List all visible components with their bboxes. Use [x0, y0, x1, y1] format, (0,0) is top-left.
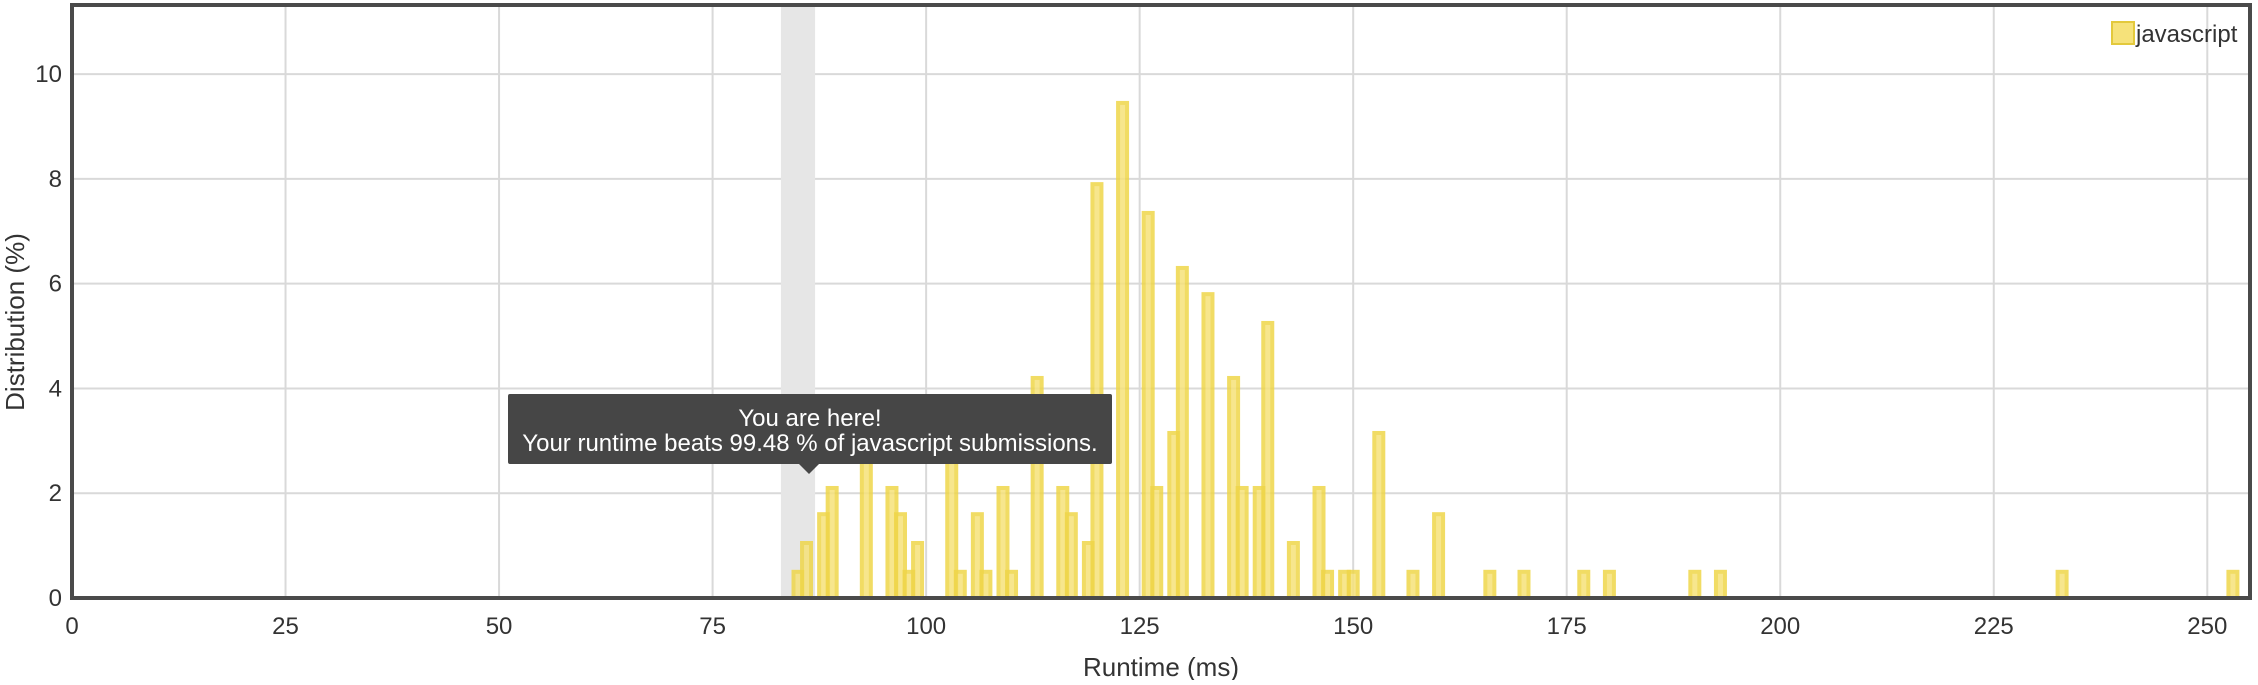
bar[interactable]: [1346, 569, 1360, 600]
bar[interactable]: [979, 569, 993, 600]
bar[interactable]: [825, 485, 839, 600]
plot-border: [70, 3, 2252, 600]
x-tick-label: 225: [1974, 613, 2014, 640]
bar[interactable]: [911, 540, 925, 600]
y-tick-label: 8: [49, 166, 62, 193]
x-tick-label: 200: [1760, 613, 1800, 640]
bar[interactable]: [1150, 485, 1164, 600]
bar[interactable]: [1235, 485, 1249, 600]
bar[interactable]: [1175, 265, 1189, 600]
bar[interactable]: [800, 540, 814, 600]
x-tick-label: 100: [906, 613, 946, 640]
bar[interactable]: [1261, 320, 1275, 600]
bar[interactable]: [1286, 540, 1300, 600]
legend[interactable]: javascript: [2111, 21, 2238, 48]
bar[interactable]: [1517, 569, 1531, 600]
bar[interactable]: [1201, 292, 1215, 600]
bar[interactable]: [2055, 569, 2069, 600]
y-tick-label: 4: [49, 375, 62, 402]
bar[interactable]: [1483, 569, 1497, 600]
x-tick-label: 150: [1333, 613, 1373, 640]
bar[interactable]: [1005, 569, 1019, 600]
y-tick-label: 6: [49, 271, 62, 298]
x-tick-label: 125: [1120, 613, 1160, 640]
tooltip-arrow: [799, 464, 819, 474]
y-tick-label: 0: [49, 585, 62, 612]
x-tick-label: 250: [2187, 613, 2227, 640]
tooltip-box: [508, 394, 1112, 464]
bar[interactable]: [1321, 569, 1335, 600]
bars: [791, 100, 2240, 601]
legend-label[interactable]: javascript: [2135, 21, 2238, 48]
plot-frame: [70, 3, 2252, 600]
x-tick-label: 75: [699, 613, 726, 640]
bar[interactable]: [1116, 100, 1130, 601]
y-tick-label: 10: [35, 61, 62, 88]
tooltip-line-1: You are here!: [738, 405, 881, 432]
bar[interactable]: [1064, 512, 1078, 601]
bar[interactable]: [1090, 182, 1104, 600]
legend-swatch[interactable]: [2111, 21, 2135, 45]
highlight-band-layer: [780, 6, 816, 598]
x-tick-labels: 0 25 50 75 100 125 150 175 200 225 250: [65, 613, 2227, 640]
bar[interactable]: [2226, 569, 2240, 600]
bar[interactable]: [1406, 569, 1420, 600]
bar[interactable]: [953, 569, 967, 600]
x-tick-label: 25: [272, 613, 299, 640]
x-tick-label: 175: [1547, 613, 1587, 640]
bar[interactable]: [1432, 512, 1446, 601]
x-axis-title: Runtime (ms): [1083, 652, 1239, 680]
tooltip-line-2: Your runtime beats 99.48 % of javascript…: [522, 430, 1097, 457]
highlight-band: [780, 6, 816, 598]
y-tick-labels: 0 2 4 6 8 10: [35, 61, 62, 612]
bar[interactable]: [1372, 430, 1386, 600]
tooltip: You are here! Your runtime beats 99.48 %…: [508, 394, 1112, 474]
bar[interactable]: [859, 459, 873, 600]
bar[interactable]: [1713, 569, 1727, 600]
x-tick-label: 0: [65, 613, 78, 640]
x-tick-label: 50: [486, 613, 513, 640]
bar[interactable]: [1602, 569, 1616, 600]
y-axis-title: Distribution (%): [0, 233, 30, 411]
bar[interactable]: [1688, 569, 1702, 600]
bar[interactable]: [1577, 569, 1591, 600]
y-tick-label: 2: [49, 480, 62, 507]
